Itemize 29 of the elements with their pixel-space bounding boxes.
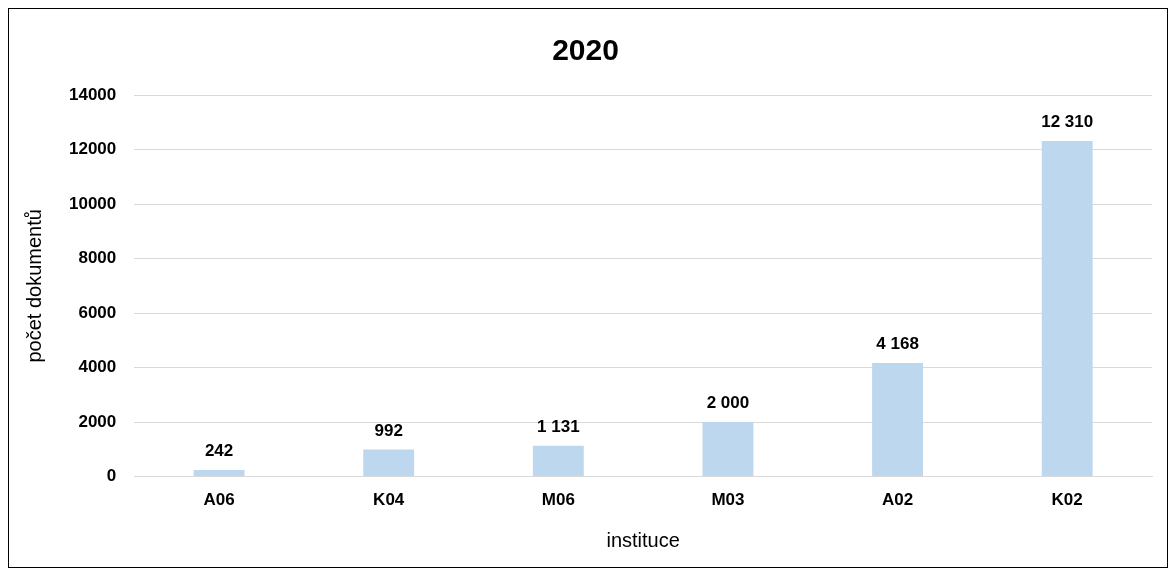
x-tick-label: M06 bbox=[541, 490, 575, 510]
data-label: 242 bbox=[204, 441, 234, 461]
bar bbox=[193, 470, 245, 477]
data-label: 1 131 bbox=[537, 416, 580, 436]
chart-title: 2020 bbox=[552, 33, 619, 67]
x-tick-label: K02 bbox=[1051, 490, 1083, 510]
y-tick-label: 6000 bbox=[78, 302, 117, 322]
x-tick-label: A06 bbox=[203, 490, 235, 510]
x-tick-label: M03 bbox=[711, 490, 745, 510]
y-tick-label: 2000 bbox=[78, 411, 117, 431]
y-axis-title: počet dokumentů bbox=[22, 209, 45, 363]
bar bbox=[702, 422, 754, 477]
data-label: 4 168 bbox=[876, 334, 919, 354]
data-label: 12 310 bbox=[1041, 112, 1094, 132]
y-tick-label: 8000 bbox=[78, 248, 117, 268]
x-tick-label: K04 bbox=[373, 490, 405, 510]
y-tick-label: 0 bbox=[106, 466, 117, 486]
y-tick-label: 10000 bbox=[68, 193, 117, 213]
data-label: 992 bbox=[374, 420, 403, 440]
y-tick-label: 14000 bbox=[68, 84, 117, 104]
bar bbox=[872, 362, 924, 477]
y-tick-label: 12000 bbox=[68, 139, 117, 159]
x-axis-title: instituce bbox=[606, 528, 680, 551]
data-label: 2 000 bbox=[706, 393, 750, 413]
bar bbox=[363, 449, 415, 477]
y-tick-label: 4000 bbox=[78, 357, 117, 377]
bar bbox=[532, 445, 584, 477]
x-tick-label: A02 bbox=[881, 490, 914, 510]
bar bbox=[1041, 141, 1093, 477]
